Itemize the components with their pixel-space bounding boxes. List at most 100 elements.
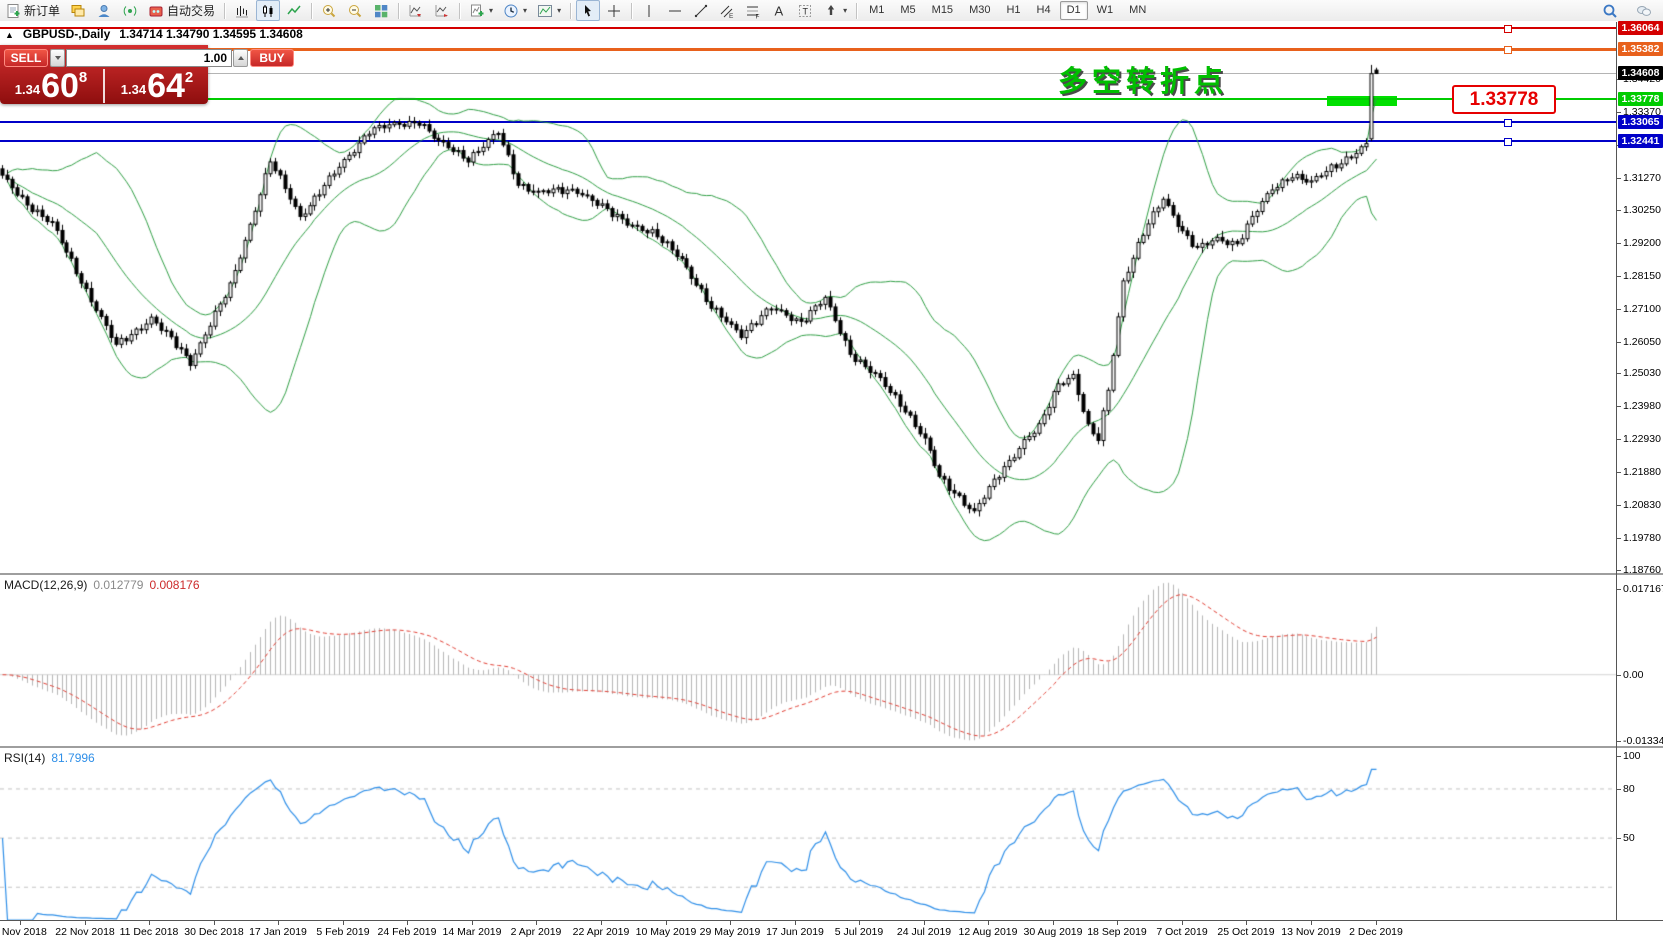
date-tick <box>85 921 86 925</box>
bars-icon <box>236 5 249 17</box>
draw-fibonacci-button[interactable]: F <box>741 0 765 21</box>
toolbar-separator <box>224 2 226 19</box>
trendline-icon <box>694 4 708 17</box>
bar-chart-mode-button[interactable] <box>230 0 254 21</box>
draw-hline-button[interactable] <box>663 0 687 21</box>
profiles-icon <box>98 4 110 17</box>
candles-icon <box>263 4 273 17</box>
timeframe-mn-button[interactable]: MN <box>1129 4 1147 16</box>
draw-text-button[interactable]: A <box>767 0 791 21</box>
timeframe-m30-button[interactable]: M30 <box>969 4 991 16</box>
timeframe-m15-button[interactable]: M15 <box>931 4 954 16</box>
new-order-button[interactable]: 新订单 <box>1 0 64 21</box>
sell-button[interactable]: SELL <box>4 49 48 67</box>
auto-scroll-button[interactable] <box>404 0 428 21</box>
zoom-in-button[interactable] <box>317 0 341 21</box>
timeframe-d1-button[interactable]: D1 <box>1059 1 1088 20</box>
draw-label-button[interactable]: T <box>793 0 817 21</box>
candlestick-mode-button[interactable] <box>256 0 281 21</box>
tiles-icon <box>375 4 388 17</box>
axis-tick <box>1617 309 1621 310</box>
chart-annotation-text[interactable]: 多空转折点 <box>1058 66 1229 98</box>
community-chat-button[interactable] <box>1632 0 1656 21</box>
chart-shift-button[interactable] <box>430 0 454 21</box>
templates-button[interactable]: ▾ <box>533 0 565 21</box>
axis-tick <box>1617 243 1621 244</box>
date-label: 30 Aug 2019 <box>1023 926 1083 938</box>
triangle-up-icon <box>237 56 244 60</box>
crosshair-icon <box>608 4 621 17</box>
svg-text:F: F <box>756 13 760 19</box>
axis-tick-label: 1.28150 <box>1623 270 1661 282</box>
date-tick <box>278 921 279 925</box>
timeframe-h4-button[interactable]: H4 <box>1036 4 1051 16</box>
channel-icon: E <box>720 5 734 19</box>
volume-increase-button[interactable] <box>233 49 248 67</box>
date-tick <box>666 921 667 925</box>
new-order-label: 新订单 <box>24 4 61 18</box>
axis-tick <box>1617 789 1621 790</box>
macd-label: MACD(12,26,9) 0.012779 0.008176 <box>4 578 200 592</box>
axis-tick <box>1617 210 1621 211</box>
template-icon <box>538 4 553 17</box>
zoom-out-button[interactable] <box>343 0 367 21</box>
date-label: 2 Dec 2019 <box>1349 926 1403 938</box>
rsi-panel-divider[interactable] <box>0 746 1663 748</box>
rsi-panel-canvas[interactable] <box>0 748 1616 920</box>
profiles-button[interactable] <box>92 0 116 21</box>
chevron-down-icon: ▾ <box>489 6 494 15</box>
axis-tick <box>1617 439 1621 440</box>
macd-panel-canvas[interactable] <box>0 575 1616 746</box>
date-tick <box>730 921 731 925</box>
symbol-search-button[interactable] <box>1598 0 1622 21</box>
date-label: 25 Oct 2019 <box>1217 926 1275 938</box>
date-label: 11 Dec 2018 <box>119 926 179 938</box>
draw-channel-button[interactable]: E <box>715 0 739 21</box>
axis-tick-label: 1.21880 <box>1623 466 1661 478</box>
auto-trading-button[interactable]: 自动交易 <box>144 0 219 21</box>
volume-decrease-button[interactable] <box>50 49 65 67</box>
axis-tick <box>1617 342 1621 343</box>
draw-vline-button[interactable] <box>637 0 661 21</box>
volume-input[interactable] <box>66 49 232 67</box>
arrows-button[interactable]: ▾ <box>819 0 851 21</box>
date-tick <box>343 921 344 925</box>
timeframe-m1-button[interactable]: M1 <box>869 4 885 16</box>
time-axis-line <box>0 920 1663 921</box>
price-separator <box>103 69 105 103</box>
price-chart-canvas[interactable] <box>0 22 1616 573</box>
axis-tick-label: 1.23980 <box>1623 400 1661 412</box>
timeframe-w1-button[interactable]: W1 <box>1096 4 1114 16</box>
buy-button[interactable]: BUY <box>250 49 294 67</box>
toolbar-separator <box>398 2 400 19</box>
date-tick <box>1053 921 1054 925</box>
timeframe-m5-button[interactable]: M5 <box>900 4 916 16</box>
draw-trendline-button[interactable] <box>689 0 713 21</box>
price-callout-label[interactable]: 1.33778 <box>1452 85 1556 114</box>
add-indicator-button[interactable]: ▾ <box>465 0 497 21</box>
macd-panel-divider[interactable] <box>0 573 1663 575</box>
periods-button[interactable]: ▾ <box>499 0 531 21</box>
toolbar-separator <box>570 2 572 19</box>
line-chart-mode-button[interactable] <box>282 0 306 21</box>
axis-tick <box>1617 675 1621 676</box>
tile-windows-button[interactable] <box>369 0 393 21</box>
timeframe-h1-button[interactable]: H1 <box>1006 4 1021 16</box>
axis-tick-label: 1.22930 <box>1623 433 1661 445</box>
symbol-period-label: GBPUSD-,Daily <box>22 27 111 41</box>
fibo-icon: F <box>747 6 760 19</box>
price-badge-1.32441: 1.32441 <box>1618 134 1663 149</box>
charts-cascade-button[interactable] <box>66 0 90 21</box>
crosshair-button[interactable] <box>602 0 626 21</box>
clock-icon <box>504 4 518 17</box>
buy-price[interactable]: 1.34 64 2 <box>106 69 208 103</box>
market-signals-button[interactable] <box>118 0 142 21</box>
date-label: 22 Nov 2018 <box>55 926 115 938</box>
axis-tick <box>1617 178 1621 179</box>
axis-tick <box>1617 505 1621 506</box>
signal-icon <box>123 5 137 16</box>
cursor-button[interactable] <box>576 0 601 21</box>
sell-price[interactable]: 1.34 60 8 <box>0 69 102 103</box>
collapse-triangle-icon[interactable]: ▲ <box>5 30 14 40</box>
